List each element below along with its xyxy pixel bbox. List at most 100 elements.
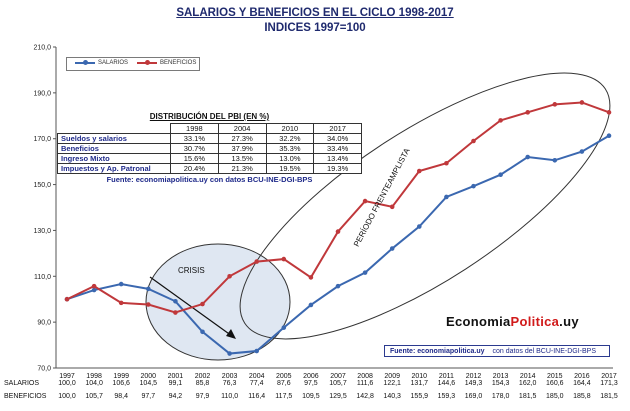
pbi-cell: 15.6% — [170, 153, 219, 164]
data-point-beneficios — [118, 300, 124, 306]
crisis-arrow-line — [149, 276, 233, 337]
pbi-row-label: Sueldos y salarios — [57, 133, 171, 144]
data-table-cell-beneficios: 110,0 — [221, 393, 238, 400]
data-table-cell-beneficios: 109,5 — [302, 393, 320, 400]
data-point-salarios — [444, 194, 449, 200]
data-point-salarios — [471, 183, 476, 189]
x-tick-label: 2012 — [466, 373, 482, 380]
x-tick-label: 1998 — [86, 373, 102, 380]
data-table-cell-salarios: 76,3 — [223, 380, 237, 387]
y-tick-label: 130,0 — [33, 228, 51, 235]
y-tick-label: 210,0 — [33, 45, 51, 52]
data-point-salarios — [118, 281, 124, 287]
y-tick-label: 110,0 — [34, 274, 51, 281]
data-table-cell-beneficios: 155,9 — [411, 393, 429, 400]
data-point-beneficios — [335, 229, 341, 234]
data-table-cell-beneficios: 178,0 — [492, 393, 510, 400]
data-point-salarios — [417, 224, 422, 229]
data-point-salarios — [200, 329, 205, 335]
crisis-arrow-head — [226, 329, 236, 339]
pbi-header-cell: 2004 — [217, 123, 267, 134]
data-table-cell-beneficios: 185,8 — [573, 393, 591, 400]
data-table-cell-salarios: 104,5 — [140, 380, 158, 387]
x-tick-label: 2000 — [141, 373, 157, 380]
pbi-table: 1998 2004 2010 2017 Sueldos y salarios 3… — [57, 123, 362, 174]
data-point-beneficios — [146, 302, 151, 307]
pbi-row-label: Impuestos y Ap. Patronal — [57, 163, 171, 174]
data-point-salarios — [606, 133, 612, 139]
x-tick-label: 2015 — [547, 373, 563, 380]
data-table-cell-salarios: 160,6 — [546, 380, 564, 387]
data-table-cell-beneficios: 97,9 — [196, 393, 210, 400]
data-point-beneficios — [498, 118, 503, 123]
x-tick-label: 1999 — [113, 373, 129, 380]
data-table-cell-salarios: 85,8 — [196, 380, 210, 387]
pbi-cell: 20.4% — [170, 163, 219, 174]
legend-label-salarios: SALARIOS — [98, 60, 129, 66]
pbi-distribution-table: DISTRIBUCIÓN DEL PBI (EN %) 1998 2004 20… — [57, 112, 362, 184]
data-point-salarios — [362, 270, 368, 275]
data-table-cell-beneficios: 142,8 — [356, 393, 374, 400]
x-tick-label: 2010 — [412, 373, 428, 380]
data-point-salarios — [525, 154, 530, 160]
data-point-beneficios — [308, 275, 314, 280]
table-row: Sueldos y salarios 33.1% 27.3% 32.2% 34.… — [57, 133, 362, 144]
pbi-header-cell: 2017 — [313, 123, 362, 134]
pbi-header-cell: 1998 — [170, 123, 219, 134]
data-point-salarios — [281, 325, 287, 330]
data-point-beneficios — [389, 204, 395, 210]
x-tick-label: 2003 — [222, 373, 238, 380]
data-point-beneficios — [552, 102, 558, 107]
data-point-salarios — [498, 172, 503, 178]
chart-legend: SALARIOS BENEFICIOS — [66, 57, 200, 71]
chart-source-note: Fuente: economiapolitica.uy con datos del… — [384, 345, 610, 357]
pbi-cell: 35.3% — [265, 143, 315, 154]
data-table-cell-beneficios: 159,3 — [438, 393, 456, 400]
data-point-salarios — [173, 298, 178, 304]
legend-item-beneficios: BENEFICIOS — [137, 60, 196, 66]
data-table-cell-beneficios: 169,0 — [465, 393, 483, 400]
data-table-cell-salarios: 171,3 — [600, 380, 618, 387]
chart-title: SALARIOS Y BENEFICIOS EN EL CICLO 1998-2… — [176, 7, 454, 19]
table-row: Beneficios 30.7% 37.9% 35.3% 33.4% — [57, 143, 362, 154]
data-table-cell-beneficios: 140,3 — [383, 393, 401, 400]
data-point-beneficios — [227, 273, 232, 279]
data-point-salarios — [91, 287, 97, 293]
data-table-cell-salarios: 111,6 — [357, 380, 374, 387]
data-table-cell-salarios: 104,0 — [85, 380, 103, 387]
data-point-beneficios — [444, 160, 449, 166]
x-tick-label: 2017 — [601, 373, 617, 380]
data-point-beneficios — [606, 110, 612, 115]
data-point-beneficios — [579, 100, 585, 105]
y-tick-label: 170,0 — [33, 136, 51, 143]
x-tick-label: 2005 — [276, 373, 292, 380]
data-table-cell-beneficios: 98,4 — [114, 393, 128, 400]
pbi-cell: 33.4% — [313, 143, 362, 154]
data-table-cell-salarios: 87,6 — [277, 380, 291, 387]
data-point-salarios — [254, 348, 259, 354]
pbi-row-label: Beneficios — [57, 143, 171, 154]
data-table-cell-salarios: 144,6 — [438, 380, 456, 387]
data-table-cell-beneficios: 97,7 — [141, 393, 155, 400]
data-point-salarios — [308, 302, 314, 308]
data-point-salarios — [579, 149, 585, 154]
data-table-cell-salarios: 100,0 — [58, 380, 76, 387]
x-tick-label: 2013 — [493, 373, 509, 380]
pbi-cell: 13.5% — [217, 153, 267, 164]
chart-subtitle: INDICES 1997=100 — [264, 22, 366, 34]
x-tick-label: 2014 — [520, 373, 536, 380]
pbi-cell: 33.1% — [170, 133, 219, 144]
data-table-cell-salarios: 122,1 — [383, 380, 401, 387]
data-table-cell-salarios: 99,1 — [169, 380, 183, 387]
data-table-cell-beneficios: 100,0 — [58, 393, 76, 400]
crisis-annotation: CRISIS — [178, 266, 205, 275]
data-point-beneficios — [200, 301, 205, 307]
logo-text-uy: .uy — [559, 314, 579, 329]
pbi-cell: 19.5% — [265, 163, 315, 174]
table-row: Ingreso Mixto 15.6% 13.5% 13.0% 13.4% — [57, 153, 362, 164]
pbi-table-source: Fuente: economiapolitica.uy con datos BC… — [106, 175, 313, 184]
data-point-beneficios — [91, 283, 97, 289]
data-table-cell-beneficios: 181,5 — [600, 393, 618, 400]
